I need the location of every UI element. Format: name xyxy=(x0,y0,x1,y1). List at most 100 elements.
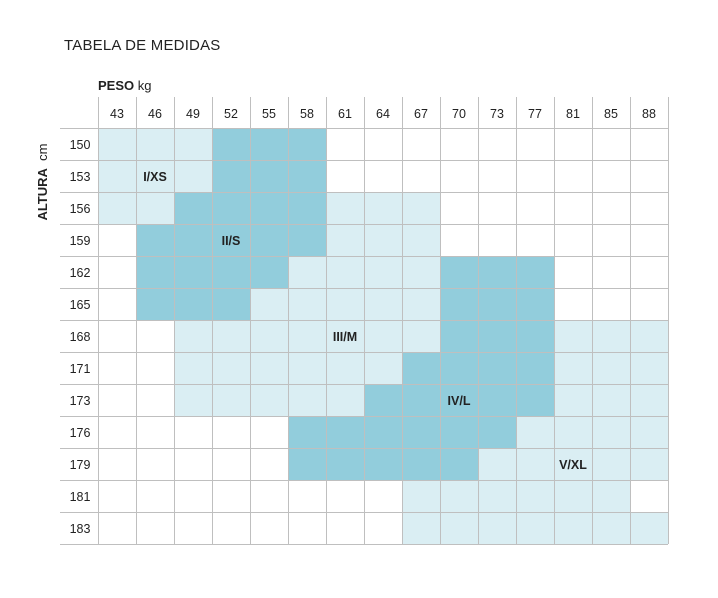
cell-150-77 xyxy=(516,128,554,160)
cell-159-88 xyxy=(630,224,668,256)
cell-162-67 xyxy=(402,256,440,288)
cell-156-61 xyxy=(326,192,364,224)
cell-165-70 xyxy=(440,288,478,320)
cell-159-73 xyxy=(478,224,516,256)
cell-183-55 xyxy=(250,512,288,544)
cell-171-70 xyxy=(440,352,478,384)
y-tick-label: 165 xyxy=(70,298,91,312)
cell-179-58 xyxy=(288,448,326,480)
cell-183-49 xyxy=(174,512,212,544)
cell-162-73 xyxy=(478,256,516,288)
cell-168-67 xyxy=(402,320,440,352)
cell-179-64 xyxy=(364,448,402,480)
cell-150-88 xyxy=(630,128,668,160)
cell-153-49 xyxy=(174,160,212,192)
cell-173-81 xyxy=(554,384,592,416)
cell-159-46 xyxy=(136,224,174,256)
cell-183-64 xyxy=(364,512,402,544)
cell-150-61 xyxy=(326,128,364,160)
cell-171-46 xyxy=(136,352,174,384)
x-tick-label: 88 xyxy=(642,107,656,121)
cell-162-77 xyxy=(516,256,554,288)
cell-171-49 xyxy=(174,352,212,384)
cell-150-67 xyxy=(402,128,440,160)
cell-150-81 xyxy=(554,128,592,160)
cell-153-88 xyxy=(630,160,668,192)
cell-171-85 xyxy=(592,352,630,384)
x-tick-label: 64 xyxy=(376,107,390,121)
cell-173-46 xyxy=(136,384,174,416)
cell-179-73 xyxy=(478,448,516,480)
cell-179-70 xyxy=(440,448,478,480)
cell-150-58 xyxy=(288,128,326,160)
cell-159-81 xyxy=(554,224,592,256)
y-tick-label: 179 xyxy=(70,458,91,472)
y-tick-label: 156 xyxy=(70,202,91,216)
cell-176-77 xyxy=(516,416,554,448)
cell-181-55 xyxy=(250,480,288,512)
cell-168-88 xyxy=(630,320,668,352)
cell-179-88 xyxy=(630,448,668,480)
cell-150-52 xyxy=(212,128,250,160)
x-tick-label: 46 xyxy=(148,107,162,121)
cell-153-52 xyxy=(212,160,250,192)
cell-171-77 xyxy=(516,352,554,384)
cell-153-70 xyxy=(440,160,478,192)
cell-176-88 xyxy=(630,416,668,448)
cell-165-67 xyxy=(402,288,440,320)
y-tick-label: 168 xyxy=(70,330,91,344)
cell-159-52 xyxy=(212,224,250,256)
cell-176-58 xyxy=(288,416,326,448)
cell-183-73 xyxy=(478,512,516,544)
x-tick-label: 85 xyxy=(604,107,618,121)
y-tick-label: 153 xyxy=(70,170,91,184)
cell-181-46 xyxy=(136,480,174,512)
size-label: II/S xyxy=(222,234,241,248)
cell-181-61 xyxy=(326,480,364,512)
cell-181-43 xyxy=(98,480,136,512)
cell-165-61 xyxy=(326,288,364,320)
cell-173-43 xyxy=(98,384,136,416)
cell-176-46 xyxy=(136,416,174,448)
cell-162-43 xyxy=(98,256,136,288)
cell-162-70 xyxy=(440,256,478,288)
cell-176-61 xyxy=(326,416,364,448)
cell-168-58 xyxy=(288,320,326,352)
cell-176-55 xyxy=(250,416,288,448)
cell-176-81 xyxy=(554,416,592,448)
cell-168-43 xyxy=(98,320,136,352)
cell-153-55 xyxy=(250,160,288,192)
cell-162-52 xyxy=(212,256,250,288)
cell-171-64 xyxy=(364,352,402,384)
cell-173-64 xyxy=(364,384,402,416)
cell-162-88 xyxy=(630,256,668,288)
cell-183-46 xyxy=(136,512,174,544)
cell-162-55 xyxy=(250,256,288,288)
x-tick-label: 61 xyxy=(338,107,352,121)
cell-179-55 xyxy=(250,448,288,480)
x-axis-title: PESO xyxy=(98,78,135,93)
cell-179-49 xyxy=(174,448,212,480)
cell-183-81 xyxy=(554,512,592,544)
cell-173-70 xyxy=(440,384,478,416)
cell-159-85 xyxy=(592,224,630,256)
cell-171-55 xyxy=(250,352,288,384)
cell-168-64 xyxy=(364,320,402,352)
cell-162-46 xyxy=(136,256,174,288)
cell-153-61 xyxy=(326,160,364,192)
cell-165-88 xyxy=(630,288,668,320)
x-tick-label: 49 xyxy=(186,107,200,121)
cell-183-77 xyxy=(516,512,554,544)
chart-title: TABELA DE MEDIDAS xyxy=(64,37,221,54)
cell-179-81 xyxy=(554,448,592,480)
cell-156-81 xyxy=(554,192,592,224)
cell-168-85 xyxy=(592,320,630,352)
cell-179-77 xyxy=(516,448,554,480)
cell-156-55 xyxy=(250,192,288,224)
cell-153-81 xyxy=(554,160,592,192)
cell-153-77 xyxy=(516,160,554,192)
cell-183-58 xyxy=(288,512,326,544)
cell-173-88 xyxy=(630,384,668,416)
cell-179-43 xyxy=(98,448,136,480)
cell-156-73 xyxy=(478,192,516,224)
